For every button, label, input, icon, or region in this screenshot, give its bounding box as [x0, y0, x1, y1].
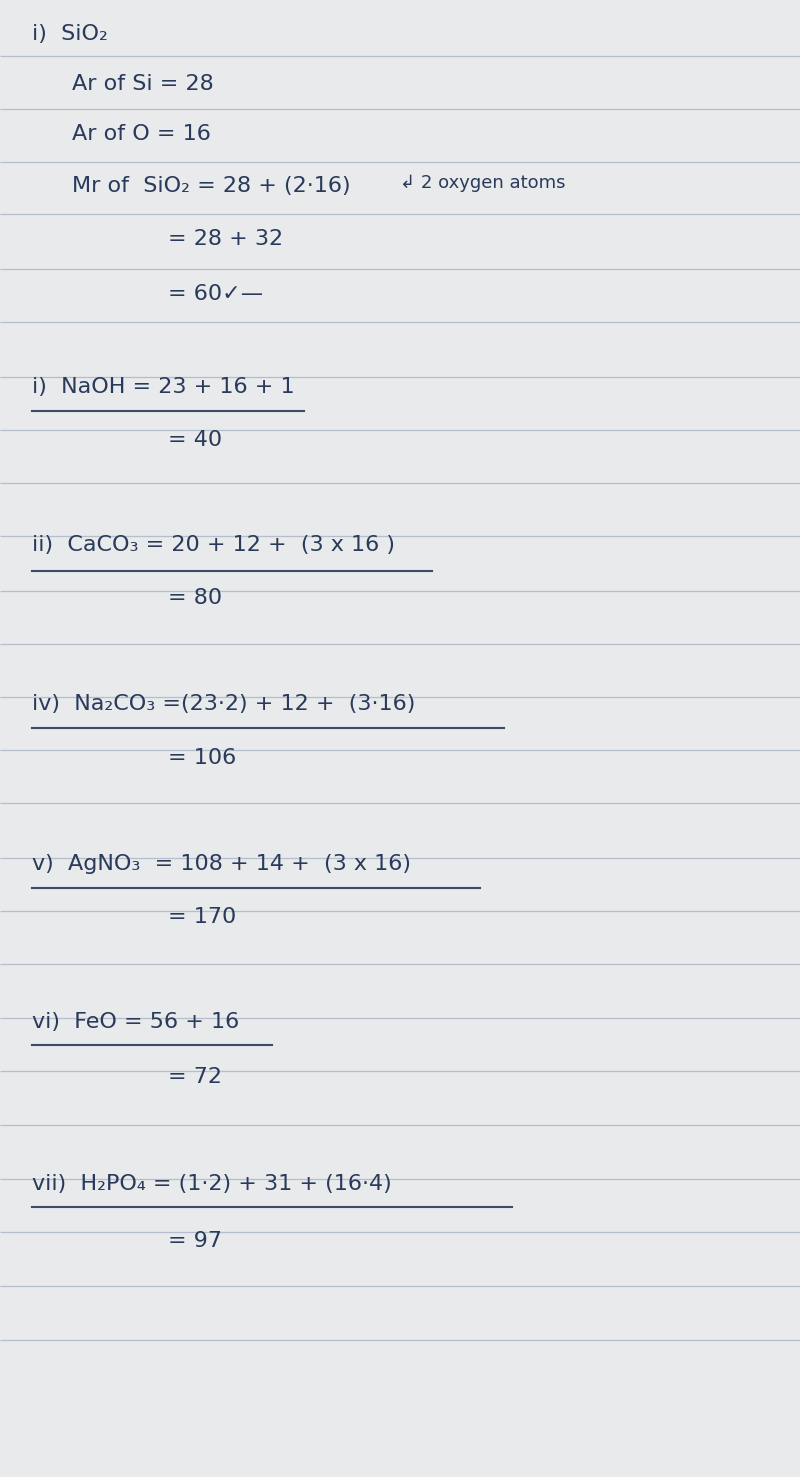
Text: = 40: = 40	[168, 430, 222, 450]
Text: = 72: = 72	[168, 1066, 222, 1087]
Text: = 60✓—: = 60✓—	[168, 284, 263, 304]
Text: vii)  H₂PO₄ = (1·2) + 31 + (16·4): vii) H₂PO₄ = (1·2) + 31 + (16·4)	[32, 1174, 392, 1195]
Text: Mr of  SiO₂ = 28 + (2·16): Mr of SiO₂ = 28 + (2·16)	[72, 176, 350, 196]
Text: = 106: = 106	[168, 747, 236, 768]
Text: Ar of O = 16: Ar of O = 16	[72, 124, 211, 145]
Text: i)  NaOH = 23 + 16 + 1: i) NaOH = 23 + 16 + 1	[32, 377, 294, 397]
Text: v)  AgNO₃  = 108 + 14 +  (3 x 16): v) AgNO₃ = 108 + 14 + (3 x 16)	[32, 854, 411, 874]
Text: Ar of Si = 28: Ar of Si = 28	[72, 74, 214, 95]
Text: = 97: = 97	[168, 1230, 222, 1251]
Text: vi)  FeO = 56 + 16: vi) FeO = 56 + 16	[32, 1012, 239, 1032]
Text: iv)  Na₂CO₃ =(23·2) + 12 +  (3·16): iv) Na₂CO₃ =(23·2) + 12 + (3·16)	[32, 694, 415, 715]
Text: i)  SiO₂: i) SiO₂	[32, 24, 108, 44]
Text: = 170: = 170	[168, 907, 236, 928]
Text: ii)  CaCO₃ = 20 + 12 +  (3 x 16 ): ii) CaCO₃ = 20 + 12 + (3 x 16 )	[32, 535, 395, 555]
Text: = 80: = 80	[168, 588, 222, 609]
Text: = 28 + 32: = 28 + 32	[168, 229, 283, 250]
Text: ↲ 2 oxygen atoms: ↲ 2 oxygen atoms	[400, 174, 566, 192]
